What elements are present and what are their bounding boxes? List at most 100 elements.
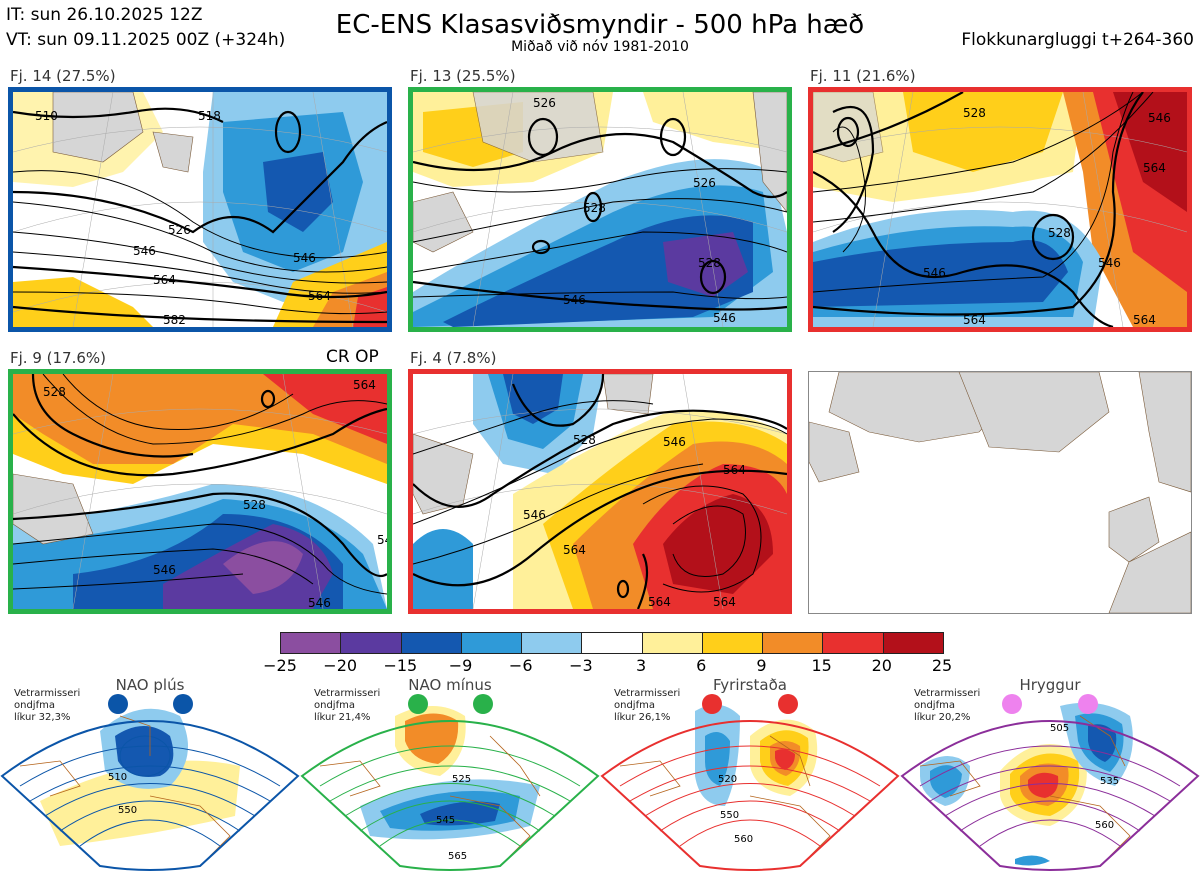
contour-label: 546 [1148,111,1171,125]
cluster-label: Fj. 11 (21.6%) [810,67,916,85]
contour-label: 546 [133,244,156,258]
initial-time: IT: sun 26.10.2025 12Z [6,5,203,25]
regime-dot [108,694,128,714]
colorbar-tick: −3 [569,656,593,675]
regime-info: Vetrarmisseri ondjfma líkur 20,2% [914,688,981,723]
colorbar-swatch [582,633,643,653]
colorbar-tick: 9 [756,656,767,675]
map-svg: 528 546 546 564 564 564 564 [413,374,787,609]
contour-label: 564 [723,463,746,477]
contour-label: 546 [153,563,176,577]
contour-label: 546 [663,435,686,449]
regime-nao-plus: 510 550 NAO plús Vetrarmisseri ondjfma lík… [0,676,300,871]
page-subtitle: Miðað við nóv 1981-2010 [511,39,689,55]
regime-hryggur: 505 535 560 Hryggur Vetrarmisseri ondjfma… [900,676,1200,871]
contour-label: 525 [452,774,471,785]
regime-dot [1002,694,1022,714]
contour-label: 528 [583,201,606,215]
map-svg: 526 526 528 528 546 546 [413,92,787,327]
contour-label: 546 [293,251,316,265]
regime-info: Vetrarmisseri ondjfma líkur 32,3% [14,688,81,723]
regime-info: Vetrarmisseri ondjfma líkur 26,1% [614,688,681,723]
fan-map: 510 550 [0,694,300,871]
colorbar-swatch [763,633,824,653]
contour-label: 564 [308,289,331,303]
contour-label: 528 [573,433,596,447]
map-svg: 546 528 528 546 546 564 564 564 [813,92,1187,327]
colorbar-tick: −6 [508,656,533,675]
contour-label: 528 [698,256,721,270]
contour-label: 564 [713,595,736,609]
colorbar-tick: 20 [871,656,892,675]
contour-label: 564 [648,595,671,609]
regime-nao-minus: 525 545 565 NAO mínus Vetrarmisseri ondjf… [300,676,600,871]
contour-label: 518 [198,109,221,123]
contour-label: 564 [153,273,176,287]
contour-label: 528 [1048,226,1071,240]
regime-dot [778,694,798,714]
reference-map [808,371,1192,614]
fan-map: 505 535 560 [900,694,1200,871]
colorbar-tick: −9 [448,656,473,675]
regime-dot [173,694,193,714]
map-svg: 510 518 526 546 546 564 564 582 [13,92,387,327]
contour-label: 560 [734,834,753,845]
contour-label: 546 [308,596,331,609]
contour-label: 510 [108,772,127,783]
cluster-map-9: 528 528 546 546 546 564 [8,369,392,614]
page-title: EC-ENS Klasasviðsmyndir - 500 hPa hæð [335,10,865,40]
colorbar-swatch [341,633,402,653]
map-svg [809,372,1191,613]
colorbar-tick: 25 [931,656,953,675]
colorbar-tick: 3 [635,656,647,675]
contour-label: 528 [43,385,66,399]
contour-label: 528 [243,498,266,512]
contour-label: 560 [1095,820,1114,831]
colorbar-swatch [522,633,583,653]
cluster-label: Fj. 4 (7.8%) [410,349,497,367]
contour-label: 535 [1100,776,1119,787]
fan-map: 525 545 565 [300,694,600,871]
colorbar-swatch [461,633,523,653]
contour-label: 545 [436,815,455,826]
regime-info: Vetrarmisseri ondjfma líkur 21,4% [314,688,381,723]
contour-label: 526 [168,223,191,237]
contour-label: 546 [523,508,546,522]
cluster-map-4: 528 546 546 564 564 564 564 [408,369,792,614]
cluster-map-11: 546 528 528 546 546 564 564 564 [808,87,1192,332]
contour-label: 528 [963,106,986,120]
cluster-label: Fj. 14 (27.5%) [10,67,116,85]
contour-label: 546 [563,293,586,307]
cluster-label: Fj. 9 (17.6%) [10,349,106,367]
regime-dot [1078,694,1098,714]
colorbar-swatch [883,633,943,653]
contour-label: 526 [533,96,556,110]
colorbar-tick: 15 [811,656,832,675]
contour-label: 564 [1143,161,1166,175]
contour-label: 546 [713,311,736,325]
regime-dot [702,694,722,714]
contour-label: 582 [163,313,186,327]
colorbar-swatch [642,633,703,653]
fan-map: 520 550 560 [600,694,900,871]
colorbar-swatch [401,633,462,653]
contour-label: 505 [1050,723,1069,734]
contour-label: 546 [923,266,946,280]
map-svg: 528 528 546 546 546 564 [13,374,387,609]
colorbar-swatch [281,633,342,653]
contour-label: 565 [448,851,467,862]
contour-label: 550 [720,810,739,821]
colorbar-tick: −15 [383,656,418,675]
window-label: Flokkunargluggi t+264-360 [961,30,1194,50]
colorbar-tick: 6 [696,656,707,675]
contour-label: 564 [1133,313,1156,327]
contour-label: 526 [693,176,716,190]
contour-label: 510 [35,109,58,123]
cluster-label: Fj. 13 (25.5%) [410,67,516,85]
colorbar [280,632,944,654]
regime-title: NAO plús [115,676,185,694]
regime-dot [408,694,428,714]
contour-label: 546 [377,533,387,547]
regime-title: Hryggur [1019,676,1081,694]
regime-fyrirstada: 520 550 560 Fyrirstaða Vetrarmisseri ondj… [600,676,900,871]
